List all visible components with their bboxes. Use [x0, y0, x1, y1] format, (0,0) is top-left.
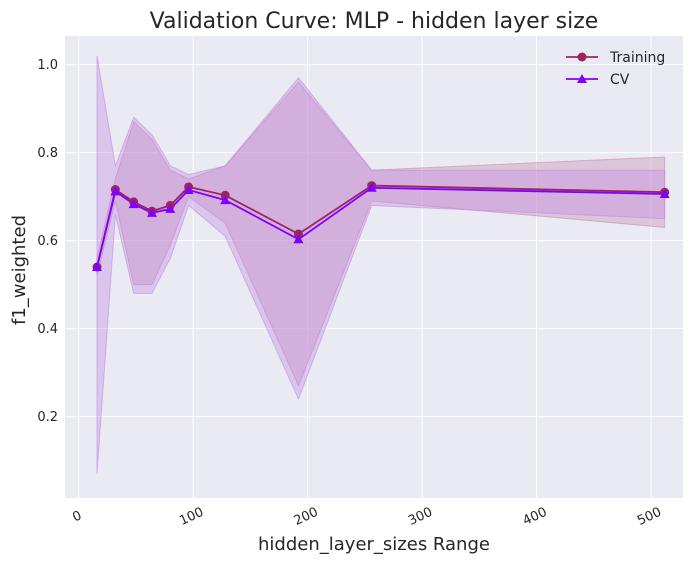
x-tick-label: 400: [521, 505, 550, 529]
y-tick-label: 0.2: [37, 410, 58, 425]
y-tick-label: 0.8: [37, 146, 58, 161]
legend-label-cv: CV: [610, 72, 630, 88]
band-cv: [96, 55, 666, 474]
y-axis-ticks: 0.2 0.4 0.6 0.8 1.0: [37, 58, 58, 425]
x-axis-label: hidden_layer_sizes Range: [258, 534, 490, 555]
point-training: [293, 229, 303, 239]
line-training: [96, 184, 665, 268]
y-axis-label: f1_weighted: [9, 215, 30, 325]
legend-marker-training: [577, 52, 587, 62]
series-markers: [92, 181, 670, 272]
legend: Training CV: [566, 50, 665, 88]
x-axis-ticks: 0 100 200 300 400 500: [70, 505, 664, 529]
x-tick-label: 500: [635, 505, 664, 529]
line-cv: [96, 186, 665, 268]
error-bands: [96, 55, 666, 474]
y-tick-label: 0.4: [37, 322, 58, 337]
point-cv: [146, 207, 157, 217]
chart-title: Validation Curve: MLP - hidden layer siz…: [150, 9, 599, 34]
legend-label-training: Training: [609, 50, 665, 66]
band-training: [96, 81, 666, 388]
y-tick-label: 1.0: [37, 58, 58, 73]
point-cv: [293, 234, 304, 244]
grid-lines: [65, 36, 683, 498]
point-cv: [659, 188, 670, 198]
point-cv: [183, 185, 194, 194]
y-tick-label: 0.6: [37, 234, 58, 249]
point-cv: [110, 186, 121, 196]
x-tick-label: 300: [406, 505, 435, 529]
x-tick-label: 0: [70, 508, 84, 525]
plot-area: [65, 36, 683, 498]
point-cv: [165, 203, 176, 213]
series-lines: [96, 184, 665, 268]
x-tick-label: 100: [177, 505, 206, 529]
legend-marker-cv: [577, 74, 587, 83]
point-cv: [92, 262, 103, 271]
x-tick-label: 200: [292, 505, 321, 529]
point-cv: [128, 199, 139, 209]
point-cv: [220, 195, 231, 205]
point-cv: [366, 182, 377, 192]
